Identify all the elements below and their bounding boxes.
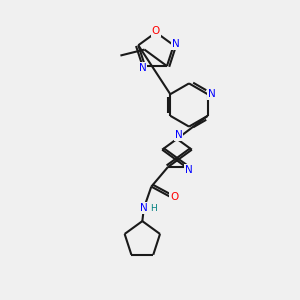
Text: N: N	[185, 164, 192, 175]
Text: N: N	[172, 39, 180, 49]
Text: N: N	[175, 130, 182, 140]
Text: N: N	[140, 203, 148, 213]
Text: O: O	[170, 192, 178, 202]
Text: O: O	[152, 26, 160, 36]
Text: H: H	[150, 204, 157, 213]
Text: N: N	[139, 62, 146, 73]
Text: N: N	[208, 89, 216, 99]
